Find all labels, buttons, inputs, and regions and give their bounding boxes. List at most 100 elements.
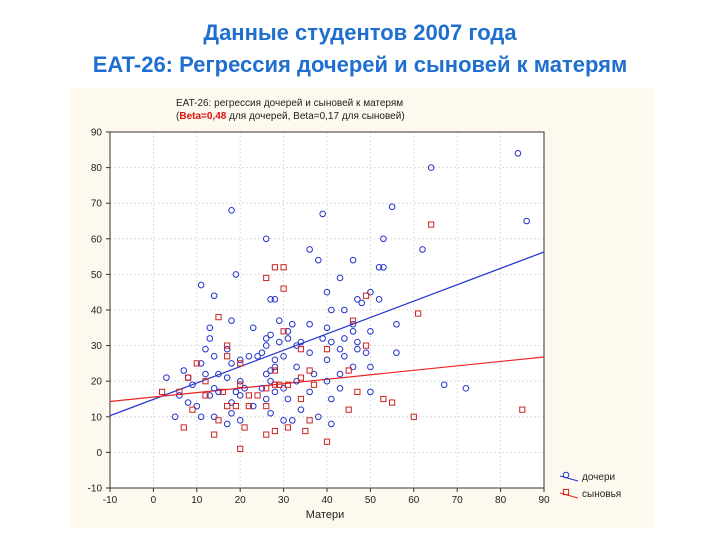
data-point-circle [258,385,266,392]
data-point-circle [297,338,305,346]
data-point-circle [349,320,357,328]
data-point-circle [393,349,400,357]
y-tick-label: 50 [91,270,103,281]
data-point-square [241,424,248,431]
data-point-circle [323,377,331,385]
data-point-square [297,346,305,353]
data-point-circle [271,388,279,396]
data-point-circle [267,296,274,303]
data-point-circle [319,210,326,218]
data-point-square [362,292,370,299]
data-point-circle [275,338,283,346]
data-point-square [254,392,261,399]
data-point-square [302,427,309,435]
data-point-circle [367,363,374,371]
data-point-square [284,424,292,431]
data-point-square [415,310,422,317]
data-point-circle [189,381,196,389]
data-point-square [271,367,279,374]
data-point-square [362,342,370,349]
data-point-square [237,360,244,367]
data-point-square [189,406,196,413]
data-point-square [245,403,252,410]
data-point-circle [293,377,300,385]
data-point-circle [171,413,179,421]
data-point-circle [341,335,348,342]
data-point-square [280,328,287,335]
data-point-square [297,374,305,381]
data-point-circle [232,271,240,278]
data-point-circle [249,402,257,410]
data-point-circle [228,409,235,417]
data-point-square [271,381,279,388]
data-point-circle [228,399,235,406]
data-point-square [323,438,331,445]
data-point-circle [323,324,331,332]
data-point-square [215,417,222,424]
data-point-circle [271,363,279,371]
data-point-circle [176,392,183,399]
data-point-square [245,392,252,399]
data-point-circle [319,335,326,342]
x-tick-label: 60 [408,495,420,506]
data-point-square [380,395,387,403]
chart-subtitle-open: ( [176,111,180,122]
slide-title-line1: Данные студентов 2007 года [203,20,517,45]
data-point-circle [193,402,201,410]
data-point-circle [336,385,344,392]
data-point-circle [341,306,348,314]
data-point-circle [323,356,331,364]
y-tick-label: 60 [91,234,103,245]
data-point-circle [267,409,274,417]
x-tick-label: 0 [151,495,157,506]
chart-subtitle-rest: для дочерей, Beta=0,17 для сыновей) [226,111,404,122]
data-point-square [410,413,417,420]
data-point-square [428,221,435,228]
data-point-circle [275,317,283,324]
data-point-circle [284,328,292,335]
x-tick-label: 40 [321,495,333,506]
data-point-square [202,392,209,399]
data-point-square [158,388,166,395]
data-point-circle [514,150,522,157]
data-point-square [519,406,526,413]
chart-panel: -10 0 10 20 30 40 50 60 70 80 90 -10 0 10 20 30 40 50 60 70… [70,88,654,528]
data-point-circle [336,345,344,353]
data-point-square [284,381,292,388]
data-point-circle [323,288,331,296]
data-point-circle [262,395,270,403]
data-point-circle [210,292,218,300]
y-tick-label: 30 [91,341,103,352]
data-point-circle [197,360,205,367]
y-tick-label: 10 [91,412,103,423]
data-point-circle [206,335,214,342]
data-point-square [345,406,352,413]
data-point-circle [315,413,322,421]
scatter-chart: -10 0 10 20 30 40 50 60 70 80 90 -10 0 10 20 30 40 50 60 70… [88,98,622,521]
data-point-circle [310,370,318,378]
data-point-circle [280,385,287,392]
data-point-circle [440,381,448,389]
data-point-circle [297,406,305,413]
chart-title: EAT-26: регрессия дочерей и сыновей к ма… [176,98,403,109]
data-point-square [237,381,244,388]
data-point-square [271,264,279,271]
data-point-circle [241,385,248,392]
data-point-circle [267,331,274,339]
chart-subtitle: (Beta=0,48 для дочерей, Beta=0,17 для сы… [176,111,405,122]
data-point-square [389,399,396,406]
x-tick-label: 20 [235,495,247,506]
x-axis-label: Матери [306,509,344,521]
data-point-square [345,367,352,374]
data-point-circle [184,399,192,406]
data-point-circle [236,356,244,364]
data-point-circle [284,395,292,403]
data-point-square [280,264,287,271]
data-point-circle [288,417,296,424]
data-point-circle [306,388,313,396]
data-point-circle [280,417,287,424]
data-point-circle [354,345,361,353]
data-point-circle [267,377,274,385]
data-point-circle [245,352,253,360]
data-point-circle [328,306,335,314]
